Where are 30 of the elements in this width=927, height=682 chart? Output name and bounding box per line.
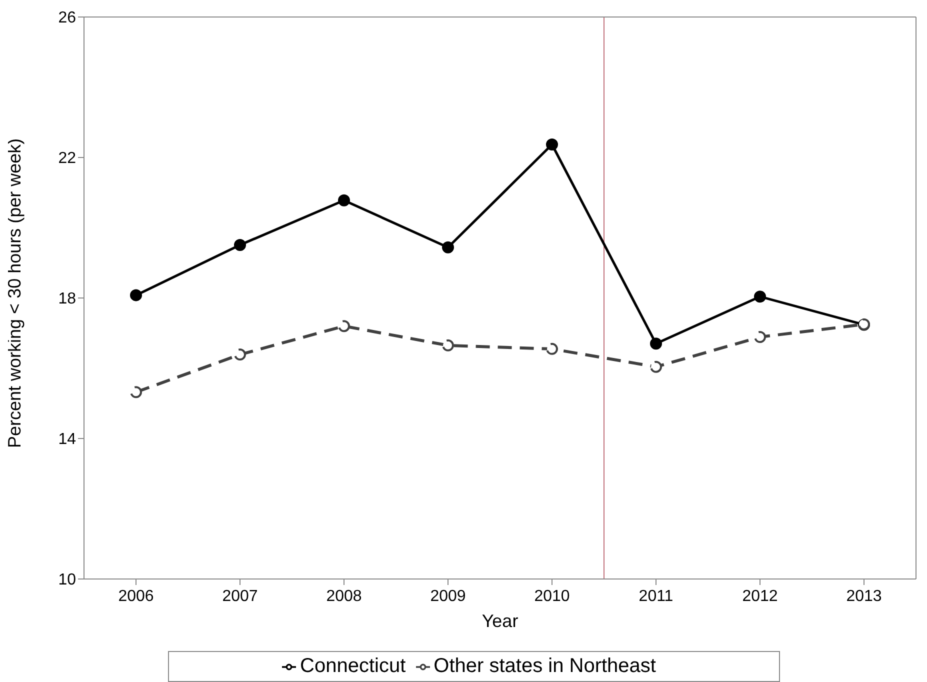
point — [546, 342, 558, 355]
x-tick-label: 2006 — [118, 588, 154, 605]
point — [442, 241, 454, 254]
y-tick-label: 14 — [58, 431, 76, 448]
point — [234, 348, 246, 361]
point — [650, 338, 662, 350]
point — [754, 290, 766, 303]
x-tick-label: 2007 — [222, 588, 258, 605]
point — [442, 339, 454, 352]
point — [130, 386, 142, 398]
point — [754, 330, 766, 343]
x-tick-label: 2008 — [326, 588, 362, 605]
x-tick-label: 2010 — [534, 588, 570, 605]
point — [234, 238, 246, 251]
x-tick-label: 2009 — [430, 588, 466, 605]
point — [546, 138, 558, 151]
x-tick-label: 2011 — [638, 588, 674, 605]
legend-label: Other states in Northeast — [434, 655, 656, 677]
point — [130, 289, 142, 302]
y-tick-label: 10 — [58, 572, 76, 589]
y-tick-label: 26 — [58, 10, 76, 27]
x-tick-label: 2012 — [742, 588, 778, 605]
point — [338, 320, 350, 332]
legend-label: Connecticut — [300, 655, 406, 677]
x-axis-title: Year — [482, 611, 518, 631]
y-tick-label: 18 — [58, 290, 76, 308]
x-tick-label: 2013 — [846, 588, 882, 605]
y-tick-label: 22 — [58, 150, 76, 168]
point — [650, 360, 662, 373]
point — [338, 194, 350, 206]
